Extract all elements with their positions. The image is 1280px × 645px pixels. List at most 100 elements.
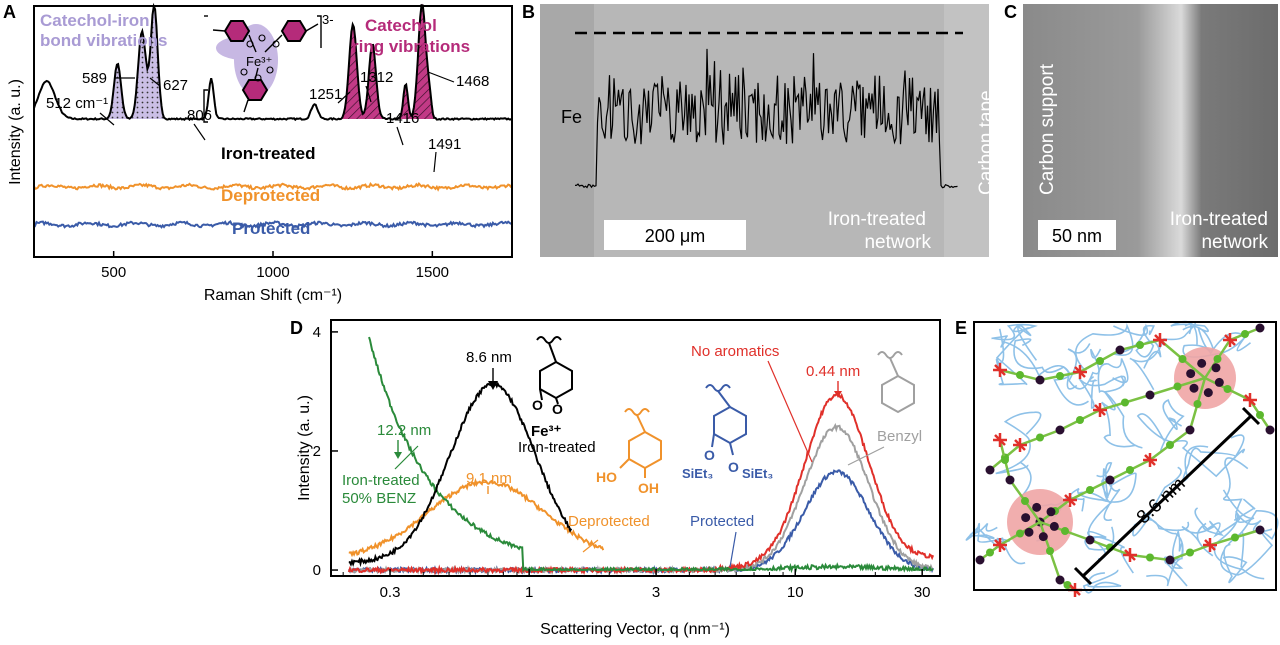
- ho-label: HO: [596, 469, 617, 485]
- catechol-crosslink: [1013, 438, 1027, 452]
- panel-b: B Fe Carbon tape Iron-treated network 20…: [522, 2, 997, 257]
- background-chain: [1075, 323, 1149, 370]
- panel-letter-e: E: [955, 318, 967, 338]
- d-x-tick-label-1: 1: [525, 584, 533, 601]
- peak-label-627: 627: [163, 77, 188, 94]
- iron-ion: [1005, 475, 1015, 485]
- iron-ion: [1197, 358, 1207, 368]
- d-x-tick-label-3: 3: [652, 584, 660, 601]
- iron-ion: [1189, 383, 1199, 393]
- label-carbon-tape: Carbon tape: [976, 90, 997, 195]
- oh-label: OH: [638, 480, 659, 496]
- monomer-bead: [1121, 398, 1129, 407]
- background-chain: [1132, 466, 1190, 537]
- d-y-tick-label-4: 4: [313, 324, 321, 341]
- monomer-bead: [1173, 382, 1182, 391]
- series-line-protected: [33, 220, 513, 229]
- panel-letter-b: B: [522, 2, 535, 22]
- monomer-bead: [1186, 548, 1194, 557]
- monomer-bead: [1001, 456, 1009, 464]
- background-chain: [1181, 520, 1225, 557]
- iron-ion: [1145, 390, 1155, 400]
- background-chain: [1084, 526, 1134, 574]
- background-chain: [965, 522, 998, 541]
- panel-d-frame: [330, 319, 941, 577]
- d-series-deprotected: [348, 477, 605, 558]
- o-label-4: O: [728, 459, 739, 475]
- d-x-tick-label-0.3: 0.3: [380, 584, 401, 601]
- iron-ion: [1165, 555, 1175, 565]
- sem-image-c: [1023, 4, 1278, 257]
- d-series-iron-treated-50-benz: [368, 336, 934, 574]
- panel-d-y-title: Intensity (a. u.): [296, 395, 313, 501]
- x-tick-label-1000: 1000: [256, 264, 289, 281]
- panel-a-lines: [33, 2, 513, 229]
- background-chain: [1143, 512, 1188, 587]
- monomer-bead: [1193, 400, 1202, 408]
- structure-protected: [705, 384, 747, 456]
- panel-d-x-ticks: 0.3 1 3 10 30: [342, 569, 931, 601]
- peak-label-512: 512 cm⁻¹: [46, 95, 108, 112]
- monomer-bead: [1126, 466, 1134, 474]
- fe-catechol-complex-diagram: Fe³⁺ 3-: [203, 12, 334, 123]
- iron-ion: [1203, 388, 1213, 398]
- catechol-crosslink: [1143, 453, 1157, 467]
- iron-ion: [1049, 521, 1059, 531]
- complex-charge-label: 3-: [322, 12, 334, 27]
- background-chain: [995, 327, 1030, 386]
- monomer-bead: [1213, 355, 1222, 363]
- fe-label-structure: Fe³⁺: [531, 423, 562, 440]
- background-chain: [1194, 498, 1256, 538]
- catechol-crosslink: [993, 433, 1007, 447]
- scalebar-label-c: 50 nm: [1052, 226, 1102, 246]
- monomer-bead: [1086, 486, 1094, 494]
- catechol-crosslink: [993, 538, 1007, 552]
- d-y-tick-label-0: 0: [313, 562, 321, 579]
- monomer-bead: [986, 548, 994, 557]
- series-label-deprotected: Deprotected: [221, 186, 320, 205]
- monomer-bead: [1241, 330, 1249, 338]
- iron-ion: [1265, 425, 1275, 435]
- background-chain: [1136, 413, 1246, 478]
- label-iron-treated: Iron-treated: [518, 439, 596, 456]
- monomer-bead: [1021, 497, 1029, 505]
- peak-label-0-44nm: 0.44 nm: [806, 363, 860, 380]
- background-chain: [1222, 457, 1255, 523]
- d-x-tick-label-10: 10: [787, 584, 804, 601]
- label-network-line2-b: network: [864, 232, 931, 253]
- peak-label-8-6nm: 8.6 nm: [466, 349, 512, 366]
- label-deprotected: Deprotected: [568, 513, 650, 530]
- ring-label-line2: ring vibrations: [352, 37, 470, 56]
- complex-center-label: Fe³⁺: [246, 54, 272, 69]
- peak-label-1312: 1312: [360, 69, 393, 86]
- peak-label-589: 589: [82, 70, 107, 87]
- catechol-crosslink: [1243, 393, 1257, 407]
- iron-ion: [1046, 507, 1056, 517]
- d-series-benzyl: [348, 422, 934, 576]
- monomer-bead: [1223, 385, 1232, 393]
- iron-ion: [1032, 502, 1042, 512]
- label-iron-treated-benz-line1: Iron-treated: [342, 472, 420, 489]
- fe-line-scan-trace: [574, 48, 958, 189]
- monomer-bead: [1016, 529, 1024, 538]
- monomer-bead: [1036, 433, 1044, 442]
- monomer-bead: [1016, 371, 1024, 379]
- panel-a: A 500 1000 1500 Raman Shift (cm⁻¹) Intensi…: [3, 2, 513, 304]
- iron-ion: [1255, 323, 1265, 333]
- label-protected: Protected: [690, 513, 754, 530]
- background-chain: [1097, 358, 1143, 449]
- structure-benzyl: [877, 351, 915, 414]
- monomer-bead: [1146, 553, 1154, 562]
- shaded-region-0: [107, 5, 165, 119]
- o-label-3: O: [704, 447, 715, 463]
- background-chain: [1146, 528, 1184, 587]
- iron-ion: [1038, 532, 1048, 542]
- background-chain: [1159, 399, 1185, 452]
- background-chain: [1067, 343, 1102, 390]
- ring-label-line1: Catechol: [365, 16, 437, 35]
- peak-label-1468: 1468: [456, 73, 489, 90]
- label-benzyl: Benzyl: [877, 428, 922, 445]
- d-series-no-aromatics: [347, 392, 935, 576]
- panel-a-x-title: Raman Shift (cm⁻¹): [204, 287, 342, 304]
- o-label-1: O: [532, 397, 543, 413]
